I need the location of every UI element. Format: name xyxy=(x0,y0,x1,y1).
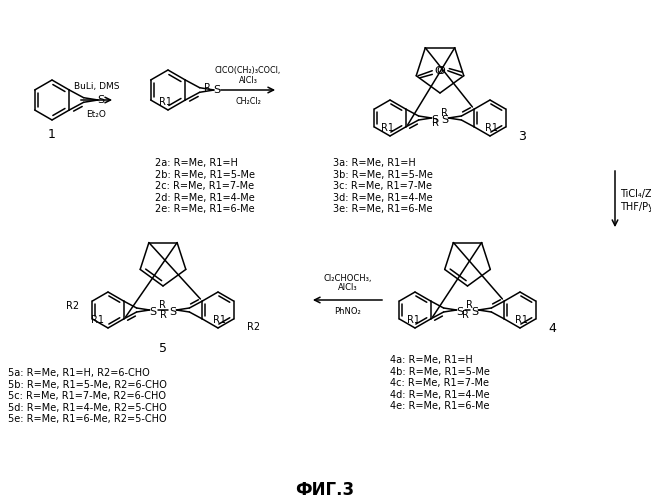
Text: R: R xyxy=(160,310,167,320)
Text: R1: R1 xyxy=(406,315,419,325)
Text: R1: R1 xyxy=(92,315,105,325)
Text: S: S xyxy=(441,115,448,125)
Text: 2a: R=Me, R1=H
2b: R=Me, R1=5-Me
2c: R=Me, R1=7-Me
2d: R=Me, R1=4-Me
2e: R=Me, R: 2a: R=Me, R1=H 2b: R=Me, R1=5-Me 2c: R=M… xyxy=(155,158,255,215)
Text: BuLi, DMS: BuLi, DMS xyxy=(74,81,119,90)
Text: 3a: R=Me, R1=H
3b: R=Me, R1=5-Me
3c: R=Me, R1=7-Me
3d: R=Me, R1=4-Me
3e: R=Me, R: 3a: R=Me, R1=H 3b: R=Me, R1=5-Me 3c: R=M… xyxy=(333,158,433,215)
Text: R: R xyxy=(204,83,211,93)
Text: CH₂Cl₂: CH₂Cl₂ xyxy=(235,96,261,105)
Text: 3: 3 xyxy=(518,130,526,143)
Text: S: S xyxy=(149,307,156,317)
Text: S: S xyxy=(431,115,438,125)
Text: ClCO(CH₂)₃COCl,: ClCO(CH₂)₃COCl, xyxy=(215,65,281,74)
Text: S: S xyxy=(214,85,221,95)
Text: AlCl₃: AlCl₃ xyxy=(238,75,257,84)
Text: R1: R1 xyxy=(159,97,173,107)
Text: PhNO₂: PhNO₂ xyxy=(334,307,361,316)
Text: Et₂O: Et₂O xyxy=(87,109,106,118)
Text: AlCl₃: AlCl₃ xyxy=(338,283,357,292)
Text: R: R xyxy=(462,310,469,320)
Text: R1: R1 xyxy=(214,315,227,325)
Text: S: S xyxy=(98,95,104,105)
Text: R1: R1 xyxy=(381,123,395,133)
Text: R: R xyxy=(466,300,473,310)
Text: R: R xyxy=(441,108,448,118)
Text: 4a: R=Me, R1=H
4b: R=Me, R1=5-Me
4c: R=Me, R1=7-Me
4d: R=Me, R1=4-Me
4e: R=Me, R: 4a: R=Me, R1=H 4b: R=Me, R1=5-Me 4c: R=M… xyxy=(390,355,490,411)
Text: R1: R1 xyxy=(486,123,499,133)
Text: R: R xyxy=(432,118,439,128)
Text: 4: 4 xyxy=(548,321,556,334)
Text: TiCl₄/Zn: TiCl₄/Zn xyxy=(620,189,651,199)
Text: 1: 1 xyxy=(48,129,56,142)
Text: S: S xyxy=(169,307,176,317)
Text: 5a: R=Me, R1=H, R2=6-CHO
5b: R=Me, R1=5-Me, R2=6-CHO
5c: R=Me, R1=7-Me, R2=6-CHO: 5a: R=Me, R1=H, R2=6-CHO 5b: R=Me, R1=5-… xyxy=(8,368,167,425)
Text: O: O xyxy=(436,66,445,76)
Text: R1: R1 xyxy=(516,315,529,325)
Text: O: O xyxy=(435,66,443,76)
Text: R2: R2 xyxy=(66,301,79,311)
Text: Cl₂CHOCH₃,: Cl₂CHOCH₃, xyxy=(324,273,372,282)
Text: S: S xyxy=(471,307,478,317)
Text: R2: R2 xyxy=(247,322,260,332)
Text: S: S xyxy=(456,307,463,317)
Text: 5: 5 xyxy=(159,341,167,354)
Text: THF/Py: THF/Py xyxy=(620,202,651,212)
Text: R: R xyxy=(159,300,166,310)
Text: ФИГ.3: ФИГ.3 xyxy=(296,481,355,499)
